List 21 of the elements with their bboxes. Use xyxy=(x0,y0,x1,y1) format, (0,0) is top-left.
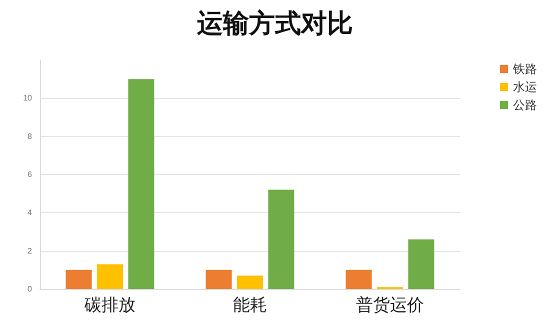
x-tick-label: 碳排放 xyxy=(84,296,136,316)
x-tick-label: 普货运价 xyxy=(356,296,424,316)
x-tick-label: 能耗 xyxy=(233,296,267,316)
legend-label: 公路 xyxy=(513,98,537,112)
bar xyxy=(346,270,372,289)
y-tick-label: 10 xyxy=(23,94,33,103)
bar xyxy=(66,270,92,289)
bar xyxy=(268,190,294,289)
legend-label: 铁路 xyxy=(512,62,537,76)
bar xyxy=(206,270,232,289)
bar xyxy=(408,239,434,289)
bar xyxy=(128,79,154,289)
legend-label: 水运 xyxy=(513,80,537,94)
y-tick-label: 8 xyxy=(28,132,33,141)
y-tick-label: 4 xyxy=(28,208,33,218)
y-tick-label: 2 xyxy=(28,246,33,256)
bar xyxy=(237,276,263,289)
y-tick-label: 6 xyxy=(28,170,33,179)
chart-title: 运输方式对比 xyxy=(196,9,353,39)
y-tick-label: 0 xyxy=(28,284,33,294)
bar xyxy=(97,264,123,289)
